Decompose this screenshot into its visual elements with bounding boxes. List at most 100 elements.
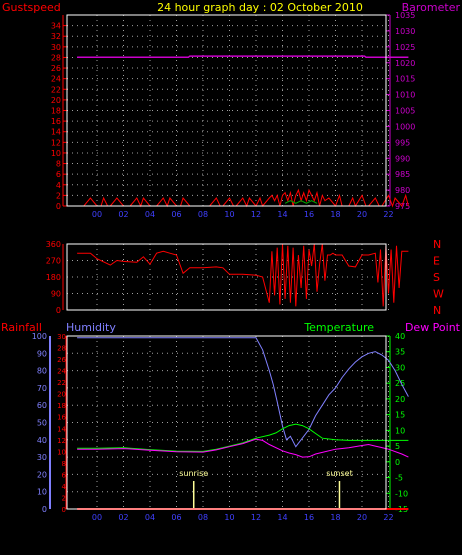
rainfall-axis-label: 4 bbox=[62, 483, 67, 491]
gust-axis-label: 22 bbox=[51, 85, 61, 94]
panel1-x-tick-label: 10 bbox=[224, 210, 234, 219]
panel1-x-tick-label: 20 bbox=[357, 210, 367, 219]
panel1-x-tick-label: 08 bbox=[198, 210, 208, 219]
barometer-axis-label: 1015 bbox=[395, 75, 415, 84]
sunrise-label: sunrise bbox=[179, 469, 208, 478]
panel1-x-tick-label: 06 bbox=[171, 210, 181, 219]
barometer-title: Barometer bbox=[402, 1, 461, 14]
rainfall-axis-label: 24 bbox=[57, 368, 66, 376]
panel3-x-tick-label: 18 bbox=[330, 513, 340, 522]
humidity-axis-label: 0 bbox=[42, 505, 47, 514]
temperature-axis-label: 40 bbox=[395, 332, 405, 341]
rainfall-axis-label: 6 bbox=[62, 471, 67, 479]
gust-axis-label: 26 bbox=[51, 64, 61, 73]
compass-label: N bbox=[433, 238, 441, 251]
panel3-x-tick-label: 08 bbox=[198, 513, 208, 522]
direction-axis-label: 90 bbox=[51, 290, 61, 299]
rainfall-label: Rainfall bbox=[1, 321, 42, 334]
barometer-axis-label: 995 bbox=[395, 138, 410, 147]
rainfall-axis-label: 22 bbox=[57, 379, 66, 387]
panel3-x-tick-label: 06 bbox=[171, 513, 181, 522]
gust-axis-label: 8 bbox=[56, 160, 61, 169]
panel1-x-tick-label: 02 bbox=[118, 210, 128, 219]
barometer-axis-label: 1025 bbox=[395, 43, 415, 52]
gust-axis-label: 28 bbox=[51, 53, 61, 62]
panel1-x-tick-label: 16 bbox=[304, 210, 314, 219]
humidity-axis-label: 30 bbox=[37, 453, 47, 462]
barometer-axis-label: 1030 bbox=[395, 27, 415, 36]
rainfall-axis-label: 14 bbox=[57, 425, 66, 433]
compass-label: S bbox=[433, 271, 440, 284]
panel3-x-tick-label: 16 bbox=[304, 513, 314, 522]
rainfall-axis-label: 16 bbox=[57, 414, 66, 422]
series-dew-point bbox=[77, 438, 409, 458]
gust-axis-label: 0 bbox=[56, 202, 61, 211]
temperature-axis-label: 15 bbox=[395, 411, 405, 420]
humidity-axis-label: 70 bbox=[37, 384, 47, 393]
barometer-axis-label: 990 bbox=[395, 154, 410, 163]
series-wind-direction bbox=[77, 243, 409, 307]
panel3-frame bbox=[66, 335, 387, 510]
rainfall-axis-label: 8 bbox=[62, 460, 66, 468]
humidity-label: Humidity bbox=[66, 321, 116, 334]
humidity-axis-label: 50 bbox=[37, 419, 47, 428]
rainfall-axis-label: 0 bbox=[62, 506, 66, 514]
barometer-axis-label: 1010 bbox=[395, 91, 415, 100]
temperature-axis-label: 20 bbox=[395, 395, 405, 404]
gust-axis-label: 34 bbox=[51, 22, 61, 31]
panel3-x-tick-label: 20 bbox=[357, 513, 367, 522]
humidity-axis-label: 90 bbox=[37, 349, 47, 358]
rainfall-axis-label: 20 bbox=[57, 391, 66, 399]
gust-axis-label: 4 bbox=[56, 181, 61, 190]
barometer-axis-label: 980 bbox=[395, 186, 410, 195]
humidity-axis-label: 100 bbox=[32, 332, 47, 341]
gust-axis-label: 6 bbox=[56, 170, 61, 179]
rainfall-axis-label: 30 bbox=[57, 333, 66, 341]
panel1-x-tick-label: 04 bbox=[145, 210, 155, 219]
temperature-label: Temperature bbox=[303, 321, 374, 334]
barometer-axis-label: 1000 bbox=[395, 122, 415, 131]
panel3-x-tick-label: 10 bbox=[224, 513, 234, 522]
series-temperature bbox=[77, 423, 409, 452]
panel1-x-tick-label: 18 bbox=[330, 210, 340, 219]
temperature-axis-label: 10 bbox=[395, 426, 405, 435]
gust-axis-label: 32 bbox=[51, 32, 61, 41]
gust-axis-label: 30 bbox=[51, 43, 61, 52]
gust-axis-label: 2 bbox=[56, 191, 61, 200]
direction-axis-label: 180 bbox=[46, 273, 61, 282]
direction-axis-label: 360 bbox=[46, 240, 61, 249]
series-gustspeed bbox=[77, 188, 409, 208]
panel2-frame bbox=[66, 243, 387, 311]
rainfall-axis-label: 26 bbox=[57, 356, 66, 364]
panel3-x-tick-label: 14 bbox=[277, 513, 287, 522]
barometer-axis-label: 1035 bbox=[395, 11, 415, 20]
gust-axis-label: 10 bbox=[51, 149, 61, 158]
rainfall-axis-label: 28 bbox=[57, 345, 66, 353]
direction-axis-label: 0 bbox=[56, 306, 61, 315]
gust-axis-label: 20 bbox=[51, 96, 61, 105]
humidity-axis-label: 60 bbox=[37, 401, 47, 410]
compass-label: W bbox=[433, 288, 444, 301]
barometer-axis-label: 1005 bbox=[395, 107, 415, 116]
gust-axis-label: 24 bbox=[51, 75, 61, 84]
panel3-x-tick-label: 12 bbox=[251, 513, 261, 522]
series-average-wind bbox=[284, 200, 318, 204]
panel1-x-tick-label: 14 bbox=[277, 210, 287, 219]
chart-title: 24 hour graph day : 02 October 2010 bbox=[157, 1, 363, 14]
rainfall-axis-label: 12 bbox=[57, 437, 66, 445]
humidity-axis-label: 20 bbox=[37, 470, 47, 479]
gustspeed-title: Gustspeed bbox=[2, 1, 61, 14]
dewpoint-label: Dew Point bbox=[405, 321, 461, 334]
gust-axis-label: 16 bbox=[51, 117, 61, 126]
temperature-axis-label: -10 bbox=[395, 489, 408, 498]
barometer-axis-label: 1020 bbox=[395, 59, 415, 68]
barometer-axis-label: 985 bbox=[395, 170, 410, 179]
temperature-axis-label: -5 bbox=[395, 474, 403, 483]
sunset-label: sunset bbox=[326, 469, 353, 478]
humidity-axis-label: 10 bbox=[37, 488, 47, 497]
series-barometer bbox=[77, 55, 409, 59]
panel1-x-tick-label: 12 bbox=[251, 210, 261, 219]
panel3-x-tick-label: 04 bbox=[145, 513, 155, 522]
gust-axis-label: 14 bbox=[51, 128, 61, 137]
